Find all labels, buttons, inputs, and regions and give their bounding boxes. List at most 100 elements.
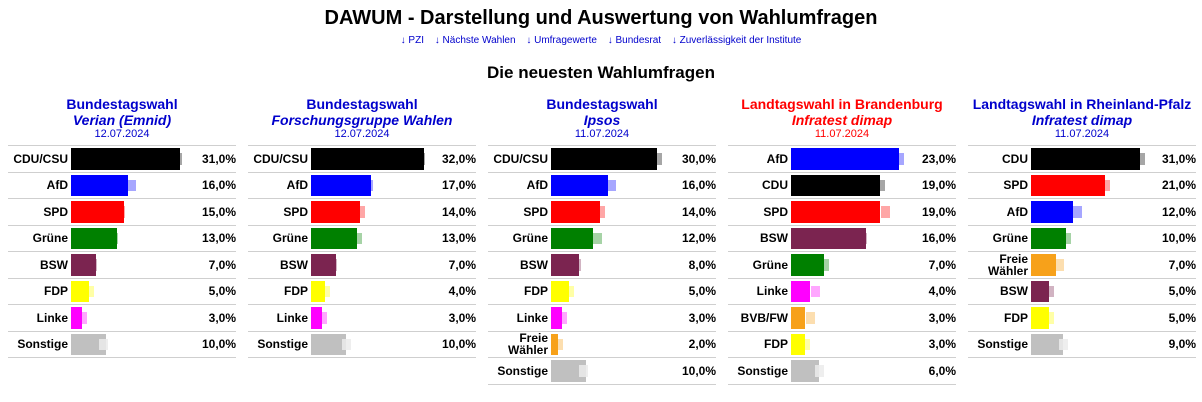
- nav-link-poll-values[interactable]: ↓ Umfragewerte: [526, 35, 597, 46]
- previous-value-marker: [127, 179, 136, 191]
- bar-afd: [551, 174, 608, 196]
- bar-track: [551, 254, 664, 276]
- previous-value-marker: [596, 206, 605, 218]
- institute-name[interactable]: Forschungsgruppe Wahlen: [271, 112, 453, 128]
- institute-name[interactable]: Ipsos: [583, 112, 621, 128]
- election-title[interactable]: Landtagswahl in Rheinland-Pfalz: [972, 96, 1192, 112]
- poll-verian: Bundestagswahl Verian (Emnid) 12.07.2024…: [8, 96, 236, 358]
- institute-name[interactable]: Verian (Emnid): [72, 112, 172, 128]
- bar-track: [551, 280, 664, 302]
- value-label: 19,0%: [921, 204, 956, 219]
- previous-value-marker: [321, 285, 330, 297]
- previous-value-marker: [356, 206, 365, 218]
- bar-fdp: [311, 280, 325, 302]
- previous-value-marker: [1045, 312, 1054, 324]
- bar-track: [551, 201, 664, 223]
- previous-value-marker: [820, 259, 829, 271]
- election-title[interactable]: Bundestagswahl: [546, 96, 658, 112]
- party-row-freie-waehler: Freie Wähler 7,0%: [968, 252, 1196, 279]
- election-title[interactable]: Landtagswahl in Brandenburg: [741, 96, 943, 112]
- party-label: CDU/CSU: [13, 151, 68, 166]
- institute-name[interactable]: Infratest dimap: [1031, 112, 1133, 128]
- party-row-spd: SPD 14,0%: [488, 199, 716, 226]
- party-label: Freie Wähler: [987, 251, 1028, 278]
- value-label: 31,0%: [201, 151, 236, 166]
- party-label: Grüne: [512, 231, 548, 246]
- previous-value-marker: [1045, 285, 1054, 297]
- value-label: 7,0%: [1168, 257, 1196, 272]
- party-label: BSW: [520, 257, 548, 272]
- party-row-bsw: BSW 16,0%: [728, 226, 956, 252]
- poll-ipsos: Bundestagswahl Ipsos 11.07.2024 CDU/CSU 3…: [488, 96, 716, 385]
- party-row-linke: Linke 3,0%: [248, 305, 476, 332]
- bar-bvb-fw: [791, 307, 805, 329]
- party-label: AfD: [46, 178, 68, 193]
- previous-value-marker: [85, 285, 94, 297]
- party-row-cdu-csu: CDU/CSU 32,0%: [248, 146, 476, 173]
- party-row-afd: AfD 12,0%: [968, 199, 1196, 226]
- bar-track: [551, 227, 664, 249]
- value-label: 30,0%: [681, 151, 716, 166]
- value-label: 2,0%: [688, 337, 716, 352]
- value-label: 5,0%: [208, 284, 236, 299]
- party-row-linke: Linke 3,0%: [8, 305, 236, 332]
- bar-track: [791, 254, 904, 276]
- party-label: AfD: [1006, 204, 1028, 219]
- bar-track: [311, 174, 424, 196]
- value-label: 32,0%: [441, 151, 476, 166]
- bar-linke: [71, 307, 82, 329]
- value-label: 10,0%: [681, 363, 716, 378]
- bar-cdu: [1031, 148, 1140, 170]
- party-row-bsw: BSW 5,0%: [968, 279, 1196, 305]
- nav-link-institute-reliability[interactable]: ↓ Zuverlässigkeit der Institute: [671, 35, 802, 46]
- bar-fdp: [71, 280, 89, 302]
- bar-track: [1031, 254, 1144, 276]
- bar-track: [551, 333, 664, 355]
- bar-rows: AfD 23,0% CDU 19,0% SPD 19,0% BSW 16,0% Grüne 7,0…: [728, 145, 956, 385]
- value-label: 6,0%: [928, 363, 956, 378]
- party-label: FDP: [764, 337, 788, 352]
- bar-fdp: [551, 280, 569, 302]
- party-row-gruene: Grüne 13,0%: [8, 226, 236, 252]
- value-label: 4,0%: [448, 284, 476, 299]
- party-label: AfD: [526, 178, 548, 193]
- party-row-linke: Linke 3,0%: [488, 305, 716, 332]
- party-row-bsw: BSW 7,0%: [248, 252, 476, 279]
- party-label: Sonstige: [737, 363, 788, 378]
- bar-track: [71, 254, 184, 276]
- party-label: Grüne: [272, 231, 308, 246]
- poll-rheinland-pfalz: Landtagswahl in Rheinland-Pfalz Infrates…: [968, 96, 1196, 358]
- bar-afd: [791, 148, 899, 170]
- bar-rows: CDU/CSU 32,0% AfD 17,0% SPD 14,0% Grüne 13,0% BS…: [248, 145, 476, 358]
- nav-link-next-elections[interactable]: ↓ Nächste Wahlen: [434, 35, 516, 46]
- party-label: Linke: [756, 284, 788, 299]
- bar-track: [791, 333, 904, 355]
- bar-track: [551, 174, 664, 196]
- previous-value-marker: [565, 285, 574, 297]
- party-label: AfD: [286, 178, 308, 193]
- party-label: Sonstige: [17, 337, 68, 352]
- value-label: 3,0%: [928, 310, 956, 325]
- institute-name[interactable]: Infratest dimap: [791, 112, 893, 128]
- value-label: 14,0%: [681, 204, 716, 219]
- previous-value-marker: [353, 232, 362, 244]
- election-title[interactable]: Bundestagswahl: [66, 96, 178, 112]
- party-row-afd: AfD 16,0%: [8, 173, 236, 199]
- party-row-gruene: Grüne 10,0%: [968, 226, 1196, 252]
- previous-value-marker: [572, 259, 581, 271]
- bar-bsw: [1031, 280, 1049, 302]
- nav-link-pzi[interactable]: ↓ PZI: [400, 35, 424, 46]
- party-label: Linke: [276, 310, 308, 325]
- value-label: 3,0%: [688, 310, 716, 325]
- party-label: Sonstige: [257, 337, 308, 352]
- election-title[interactable]: Bundestagswahl: [306, 96, 418, 112]
- bar-spd: [311, 201, 360, 223]
- previous-value-marker: [1055, 259, 1064, 271]
- bar-track: [551, 307, 664, 329]
- value-label: 15,0%: [201, 204, 236, 219]
- party-label: FDP: [284, 284, 308, 299]
- bar-spd: [71, 201, 124, 223]
- previous-value-marker: [318, 312, 327, 324]
- nav-link-bundesrat[interactable]: ↓ Bundesrat: [607, 35, 662, 46]
- bar-cdu-csu: [311, 148, 424, 170]
